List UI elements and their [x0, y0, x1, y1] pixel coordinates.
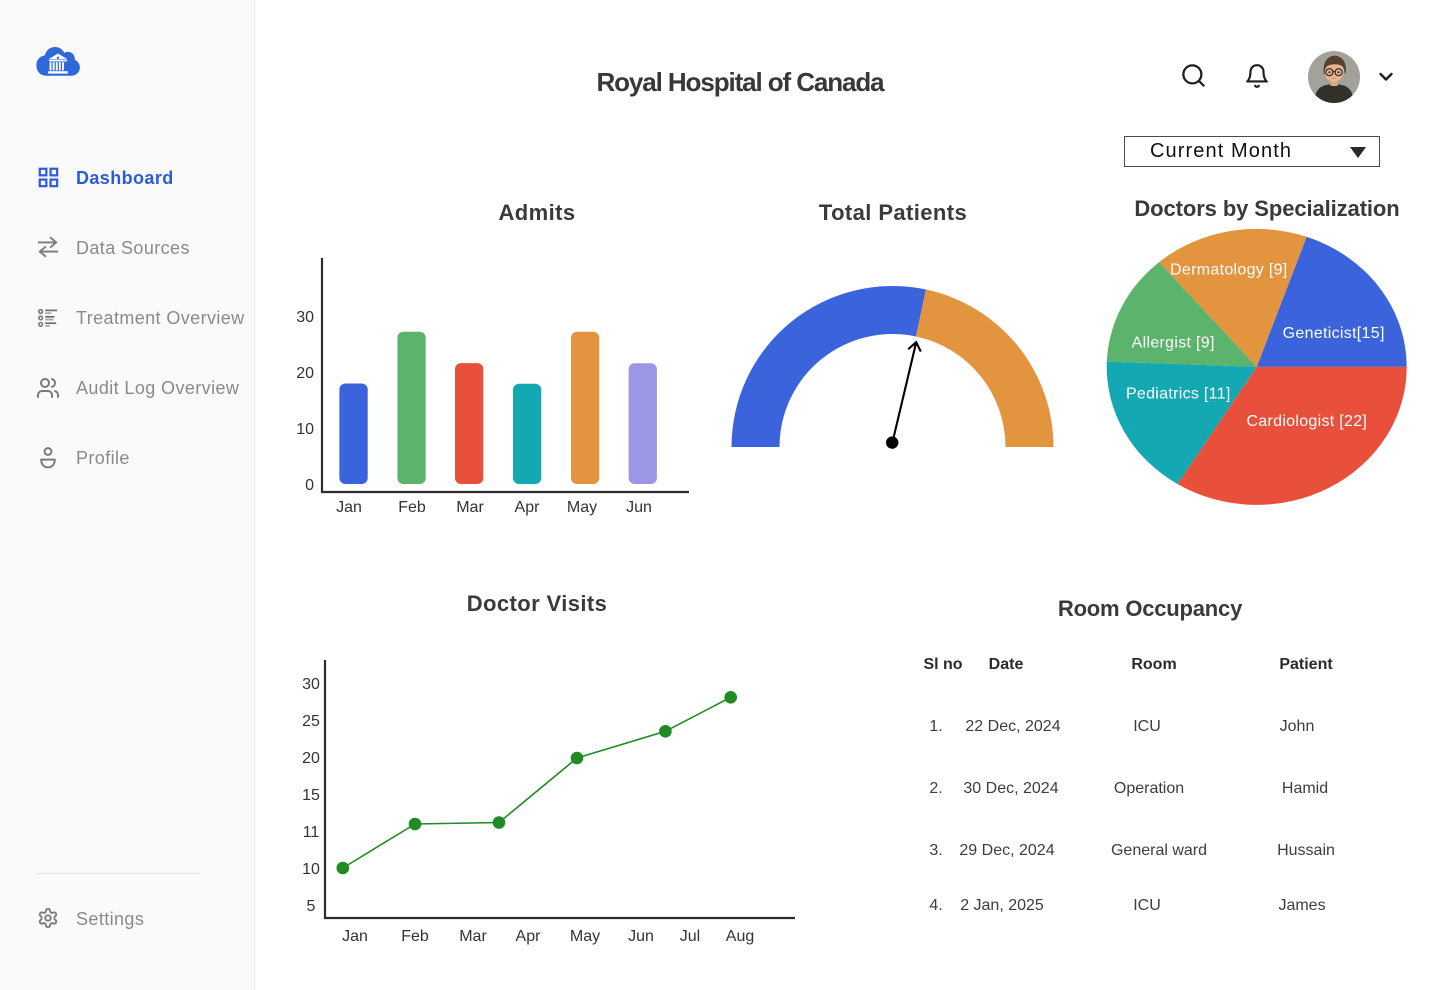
svg-text:Jul: Jul — [680, 928, 700, 945]
svg-text:Dermatology [9]: Dermatology [9] — [1170, 262, 1287, 279]
svg-text:10: 10 — [302, 861, 320, 878]
svg-text:Cardiologist [22]: Cardiologist [22] — [1246, 413, 1367, 430]
svg-text:0: 0 — [305, 477, 314, 494]
svg-text:10: 10 — [296, 421, 314, 438]
svg-text:15: 15 — [302, 787, 320, 804]
svg-text:May: May — [567, 499, 597, 516]
svg-text:Feb: Feb — [401, 928, 429, 945]
svg-text:20: 20 — [296, 365, 314, 382]
svg-text:20: 20 — [302, 750, 320, 767]
svg-text:5: 5 — [307, 898, 316, 915]
svg-text:11: 11 — [303, 824, 320, 841]
svg-text:Mar: Mar — [459, 928, 487, 945]
svg-text:Jan: Jan — [336, 499, 362, 516]
svg-text:Jan: Jan — [342, 928, 368, 945]
svg-text:May: May — [570, 928, 600, 945]
svg-text:Mar: Mar — [456, 499, 484, 516]
svg-text:Jun: Jun — [626, 499, 652, 516]
svg-text:Allergist [9]: Allergist [9] — [1132, 335, 1215, 352]
svg-text:Apr: Apr — [516, 928, 542, 945]
svg-text:Pediatrics [11]: Pediatrics [11] — [1126, 386, 1231, 403]
svg-text:30: 30 — [296, 309, 314, 326]
svg-text:Geneticist[15]: Geneticist[15] — [1283, 325, 1385, 342]
svg-text:Feb: Feb — [398, 499, 426, 516]
svg-text:Jun: Jun — [628, 928, 654, 945]
svg-text:Apr: Apr — [515, 499, 541, 516]
svg-text:Aug: Aug — [726, 928, 754, 945]
svg-text:30: 30 — [302, 676, 320, 693]
svg-text:25: 25 — [302, 713, 320, 730]
